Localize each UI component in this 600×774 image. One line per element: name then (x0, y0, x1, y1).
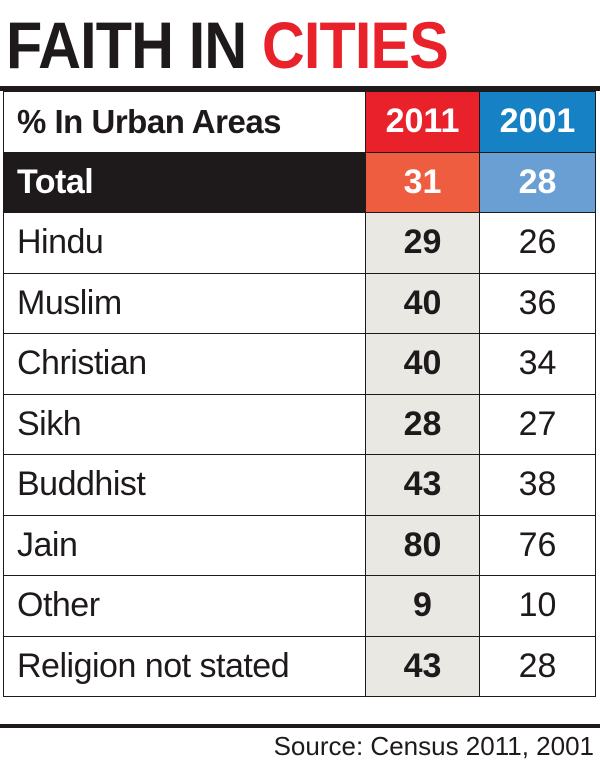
row-value-2001: 36 (479, 272, 596, 334)
table-row: Other 9 10 (3, 575, 596, 637)
table-row: Buddhist 43 38 (3, 454, 596, 516)
header-2001: 2001 (479, 91, 596, 153)
row-label: Religion not stated (3, 635, 366, 697)
row-value-2011: 80 (365, 514, 480, 576)
total-row: Total 31 28 (3, 151, 596, 213)
header-label: % In Urban Areas (3, 91, 366, 153)
row-value-2011: 29 (365, 212, 480, 274)
source-note: Source: Census 2011, 2001 (273, 731, 594, 761)
row-value-2001: 34 (479, 333, 596, 395)
total-value-2001: 28 (479, 151, 596, 213)
row-label: Christian (3, 333, 366, 395)
row-value-2011: 43 (365, 454, 480, 516)
row-value-2001: 38 (479, 454, 596, 516)
header-row: % In Urban Areas 2011 2001 (3, 91, 596, 153)
row-value-2011: 9 (365, 575, 480, 637)
row-label: Buddhist (3, 454, 366, 516)
table-row: Hindu 29 26 (3, 212, 596, 274)
row-value-2001: 76 (479, 514, 596, 576)
row-label: Jain (3, 514, 366, 576)
row-value-2001: 26 (479, 212, 596, 274)
row-value-2011: 40 (365, 333, 480, 395)
row-label: Other (3, 575, 366, 637)
table-row: Religion not stated 43 28 (3, 635, 596, 697)
row-label: Sikh (3, 393, 366, 455)
row-value-2001: 27 (479, 393, 596, 455)
header-2011: 2011 (365, 91, 480, 153)
table-row: Jain 80 76 (3, 514, 596, 576)
row-label: Hindu (3, 212, 366, 274)
table-row: Christian 40 34 (3, 333, 596, 395)
total-value-2011: 31 (365, 151, 480, 213)
row-value-2011: 40 (365, 272, 480, 334)
top-rule (0, 86, 600, 91)
total-label: Total (3, 151, 366, 213)
row-value-2001: 28 (479, 635, 596, 697)
bottom-rule (0, 724, 600, 728)
row-label: Muslim (3, 272, 366, 334)
row-value-2011: 28 (365, 393, 480, 455)
title-part-cities: CITIES (261, 8, 449, 82)
title-part-faith-in: FAITH IN (6, 8, 247, 82)
chart-title: FAITH IN CITIES (6, 6, 449, 84)
row-value-2011: 43 (365, 635, 480, 697)
table-row: Sikh 28 27 (3, 393, 596, 455)
table-row: Muslim 40 36 (3, 272, 596, 334)
data-table: % In Urban Areas 2011 2001 Total 31 28 H… (3, 91, 596, 697)
row-value-2001: 10 (479, 575, 596, 637)
